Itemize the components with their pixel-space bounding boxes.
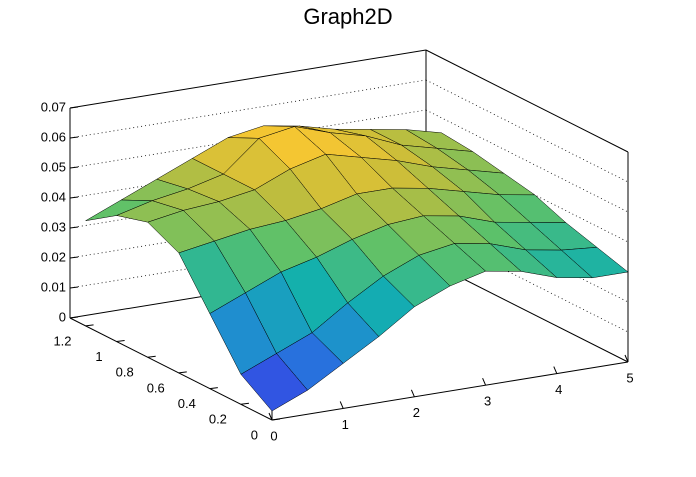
- z-tick-label: 0.03: [41, 219, 66, 234]
- x-tick: [268, 412, 273, 421]
- y-tick: [209, 387, 218, 390]
- x-tick-label: 4: [555, 382, 562, 397]
- y-tick: [178, 371, 187, 374]
- y-tick-label: 1: [95, 349, 102, 364]
- z-tick: [69, 286, 79, 289]
- y-tick-label: 0: [251, 427, 258, 442]
- z-tick: [69, 166, 79, 169]
- x-tick-label: 2: [413, 405, 420, 420]
- z-tick-label: 0.01: [41, 279, 66, 294]
- box-edge: [69, 49, 427, 109]
- y-axis: [69, 317, 273, 421]
- grid-line: [425, 109, 629, 213]
- z-tick-label: 0.05: [41, 159, 66, 174]
- z-tick-label: 0.06: [41, 129, 66, 144]
- y-tick: [85, 324, 94, 327]
- x-tick-label: 0: [270, 428, 277, 443]
- z-tick-label: 0: [59, 309, 66, 324]
- grid-line: [69, 79, 427, 139]
- x-tick-label: 5: [626, 370, 633, 385]
- x-tick: [482, 378, 487, 386]
- x-tick: [624, 354, 629, 363]
- grid-line: [425, 139, 629, 243]
- y-tick-label: 0.2: [209, 412, 227, 427]
- z-tick: [69, 256, 79, 259]
- x-tick-label: 1: [342, 417, 349, 432]
- grid-line: [425, 199, 629, 303]
- x-tick: [410, 389, 415, 397]
- z-tick-label: 0.02: [41, 249, 66, 264]
- x-axis: [271, 361, 629, 421]
- x-tick: [339, 401, 344, 409]
- z-tick: [69, 196, 79, 199]
- grid-line: [425, 79, 629, 183]
- x-tick: [553, 366, 558, 374]
- grid-line: [425, 229, 629, 333]
- z-tick: [69, 136, 79, 139]
- z-tick-label: 0.04: [41, 189, 66, 204]
- y-tick: [271, 418, 281, 421]
- y-tick-label: 0.6: [147, 380, 165, 395]
- chart-title: Graph2D: [303, 4, 392, 29]
- y-tick-label: 0.8: [116, 365, 134, 380]
- y-tick-label: 0.4: [178, 396, 196, 411]
- z-tick: [69, 226, 79, 229]
- x-tick-label: 3: [484, 394, 491, 409]
- z-tick-label: 0.07: [41, 99, 66, 114]
- box-edge: [425, 49, 629, 153]
- y-tick-label: 1.2: [53, 333, 71, 348]
- y-tick: [147, 355, 156, 358]
- y-tick: [240, 402, 249, 405]
- surface-cell: [240, 353, 308, 412]
- y-tick: [116, 340, 125, 343]
